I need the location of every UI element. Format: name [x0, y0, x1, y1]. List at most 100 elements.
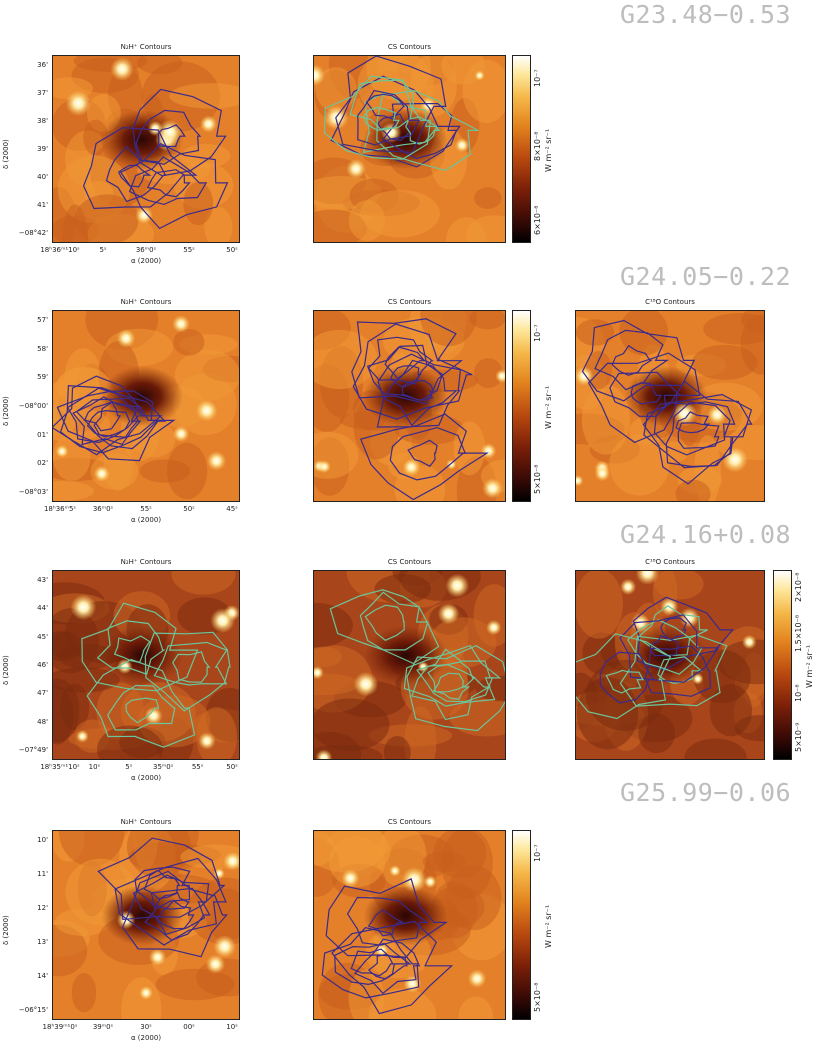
contour-line — [364, 604, 405, 641]
colorbar — [773, 570, 792, 760]
contour-line — [376, 90, 479, 172]
x-tick-label: 00ˢ — [183, 1023, 195, 1031]
intensity-map — [313, 570, 506, 760]
y-tick-label: 10' — [37, 836, 48, 844]
star-source — [198, 732, 216, 750]
emission-patch — [675, 479, 711, 501]
colorbar — [512, 830, 531, 1020]
colorbar-tick-label: 5×10⁻⁸ — [533, 464, 542, 494]
star-source — [117, 658, 133, 675]
contour-line — [86, 658, 196, 748]
colorbar-tick-label: 10⁻⁷ — [533, 69, 542, 87]
star-source — [205, 954, 226, 974]
star-source — [172, 315, 190, 333]
star-source — [116, 328, 136, 348]
colorbar-unit-label: W m⁻² sr⁻¹ — [544, 385, 553, 430]
contour-line — [135, 109, 202, 165]
star-source — [495, 369, 505, 383]
contour-line — [321, 927, 420, 999]
contour-line — [581, 319, 696, 402]
emission-patch — [53, 608, 99, 674]
y-tick-label: 11' — [37, 870, 48, 878]
star-source — [144, 706, 163, 725]
emission-patch — [420, 311, 477, 347]
contour-line — [155, 891, 190, 910]
x-tick-label: 18ʰ39ᵐ¹0ˢ — [42, 1023, 78, 1031]
star-source — [135, 206, 153, 225]
emission-patch — [139, 459, 191, 483]
intensity-map — [313, 310, 506, 502]
x-tick-label: 35ᵐ0ˢ — [153, 763, 174, 771]
y-tick-label: 57' — [37, 316, 48, 324]
star-source — [55, 444, 69, 458]
emission-patch — [53, 686, 74, 745]
intensity-map — [52, 310, 240, 502]
source-title: G24.05−0.22 — [620, 262, 792, 291]
x-tick-label: 10ˢ — [226, 1023, 238, 1031]
x-tick-label: 10ˢ — [88, 763, 101, 771]
colorbar-tick-label: 8×10⁻⁸ — [533, 131, 542, 161]
panel-title: N₂H⁺ Contours — [120, 558, 172, 566]
contour-line — [382, 103, 458, 160]
contour-line — [354, 938, 421, 995]
contour-line — [357, 89, 420, 146]
colorbar-unit-label: W m⁻² sr⁻¹ — [805, 644, 814, 688]
emission-patch — [74, 194, 139, 242]
emission-patch — [441, 831, 493, 899]
x-tick-label: 36ᵐ0ˢ — [135, 246, 157, 254]
y-tick-label: −08°42' — [18, 229, 48, 237]
contour-line — [675, 411, 711, 434]
star-source — [672, 401, 697, 427]
x-tick-label: 50ˢ — [183, 505, 195, 513]
x-tick-label: 50ˢ — [226, 246, 238, 254]
emission-patch — [469, 311, 505, 330]
contour-line — [377, 113, 411, 141]
star-source — [402, 458, 421, 476]
star-source — [692, 673, 704, 685]
x-axis-label: α (2000) — [130, 774, 162, 782]
emission-patch — [453, 421, 486, 476]
intensity-map — [313, 830, 506, 1020]
contour-line — [632, 596, 734, 671]
emission-patch — [53, 481, 95, 501]
y-axis-label: δ (2000) — [2, 139, 10, 169]
contour-line — [56, 390, 176, 462]
contour-line — [114, 857, 227, 946]
emission-patch — [703, 313, 764, 345]
panel-title: CS Contours — [387, 558, 432, 566]
star-source — [482, 478, 503, 499]
y-tick-label: 37' — [37, 89, 48, 97]
x-tick-label: 55ˢ — [191, 763, 204, 771]
emission-patch — [449, 698, 505, 737]
emission-patch — [174, 349, 239, 401]
contour-line — [346, 896, 430, 946]
star-source — [679, 607, 700, 628]
emission-patch — [137, 56, 183, 75]
emission-patch — [315, 67, 357, 112]
emission-patch — [314, 329, 378, 390]
colorbar-unit-label: W m⁻² sr⁻¹ — [544, 904, 553, 948]
emission-patch — [654, 571, 704, 600]
x-tick-label: 36ᵐ0ˢ — [92, 505, 114, 513]
intensity-map — [52, 830, 240, 1020]
contour-line — [636, 605, 708, 657]
contour-line — [599, 651, 655, 704]
contour-line — [367, 336, 435, 385]
contour-line — [121, 870, 228, 958]
contour-line — [128, 156, 208, 206]
contour-line — [611, 344, 653, 376]
star-source — [454, 138, 470, 153]
colorbar-tick-label: 1.5×10⁻⁸ — [794, 614, 803, 652]
contour-line — [665, 401, 732, 468]
contour-line — [144, 631, 231, 712]
star-source — [223, 851, 239, 871]
contour-line — [389, 364, 422, 388]
contour-line — [376, 353, 462, 428]
contour-line — [323, 75, 432, 160]
contour-line — [349, 79, 414, 131]
emission-patch — [692, 344, 758, 380]
contour-line — [334, 942, 412, 986]
star-source — [210, 608, 236, 633]
star-source — [195, 399, 218, 422]
emission-patch — [619, 311, 668, 356]
